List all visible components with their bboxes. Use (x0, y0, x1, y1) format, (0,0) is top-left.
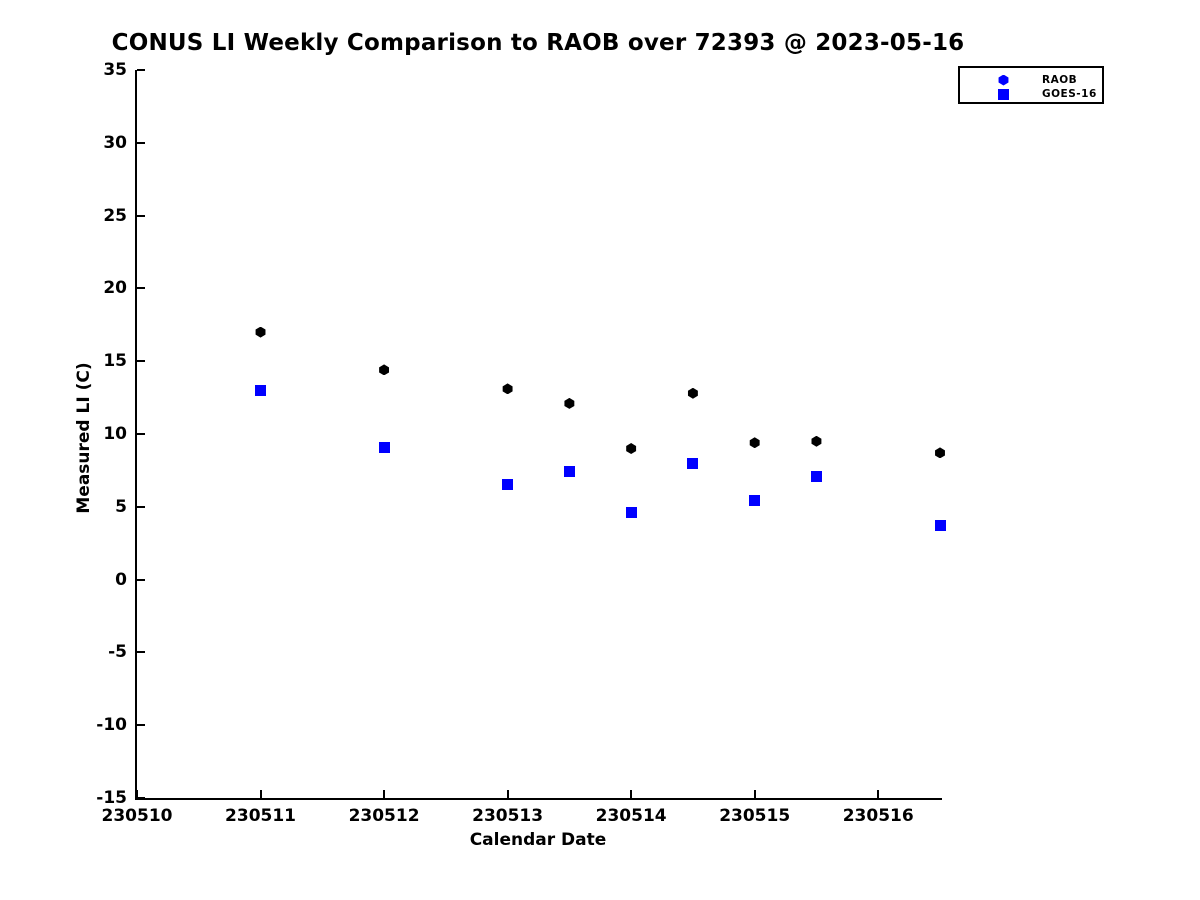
y-tick (137, 724, 145, 727)
y-tick-label: 15 (103, 351, 127, 372)
data-point-goes16 (810, 470, 822, 482)
x-tick-label: 230516 (842, 806, 914, 826)
x-axis-label: Calendar Date (469, 830, 607, 850)
data-point-raob (255, 326, 266, 338)
x-tick-label: 230512 (348, 806, 420, 826)
x-tick (506, 790, 509, 798)
x-tick (877, 790, 880, 798)
x-tick-label: 230514 (595, 806, 667, 826)
x-tick (259, 790, 262, 798)
legend-marker-raob (998, 74, 1009, 86)
data-point-goes16 (563, 466, 575, 478)
data-point-goes16 (687, 457, 699, 469)
y-tick-label: 35 (103, 60, 127, 80)
x-tick (630, 790, 633, 798)
y-tick-label: -15 (96, 788, 127, 808)
legend-label-raob: RAOB (1042, 73, 1078, 86)
data-point-raob (935, 447, 945, 459)
data-point-raob (811, 435, 822, 447)
y-tick (137, 651, 145, 654)
y-tick (137, 505, 145, 508)
x-tick-label: 230510 (101, 806, 173, 826)
y-tick-label: 30 (103, 132, 127, 153)
y-tick-label: 5 (115, 496, 127, 517)
y-tick (137, 360, 145, 363)
legend: RAOB GOES-16 (958, 66, 1104, 104)
y-tick (137, 433, 145, 435)
y-tick-label: 0 (115, 569, 127, 590)
chart-title: CONUS LI Weekly Comparison to RAOB over … (111, 30, 965, 56)
y-tick-label: 20 (103, 278, 127, 299)
y-tick (137, 797, 145, 799)
data-point-goes16 (625, 507, 637, 519)
data-point-goes16 (378, 441, 390, 453)
data-point-goes16 (934, 520, 946, 532)
data-point-goes16 (749, 495, 761, 507)
data-point-raob (687, 387, 698, 399)
x-tick-label: 230515 (719, 806, 791, 826)
y-tick-label: -5 (108, 642, 127, 663)
x-tick-label: 230511 (225, 806, 297, 826)
data-point-raob (502, 383, 513, 395)
y-tick-label: -10 (96, 715, 127, 736)
x-tick-label: 230513 (472, 806, 544, 826)
data-point-raob (749, 437, 760, 449)
x-tick (383, 790, 386, 798)
y-tick-label: 10 (103, 424, 127, 444)
x-tick (753, 790, 756, 798)
legend-marker-goes16 (998, 88, 1009, 100)
data-point-raob (379, 364, 390, 376)
y-tick (137, 287, 145, 290)
x-tick (136, 790, 138, 798)
y-tick (137, 214, 145, 217)
y-tick (137, 69, 145, 71)
data-point-goes16 (502, 479, 514, 491)
y-tick (137, 141, 145, 144)
legend-label-goes16: GOES-16 (1042, 87, 1097, 100)
data-point-raob (626, 443, 637, 455)
y-tick (137, 578, 145, 581)
data-point-goes16 (255, 384, 267, 396)
data-point-raob (564, 397, 575, 409)
y-tick-label: 25 (103, 205, 127, 226)
plot-area: 35 30 25 20 15 10 5 0 -5 -10 -15 230510 230511 230512… (96, 60, 946, 826)
